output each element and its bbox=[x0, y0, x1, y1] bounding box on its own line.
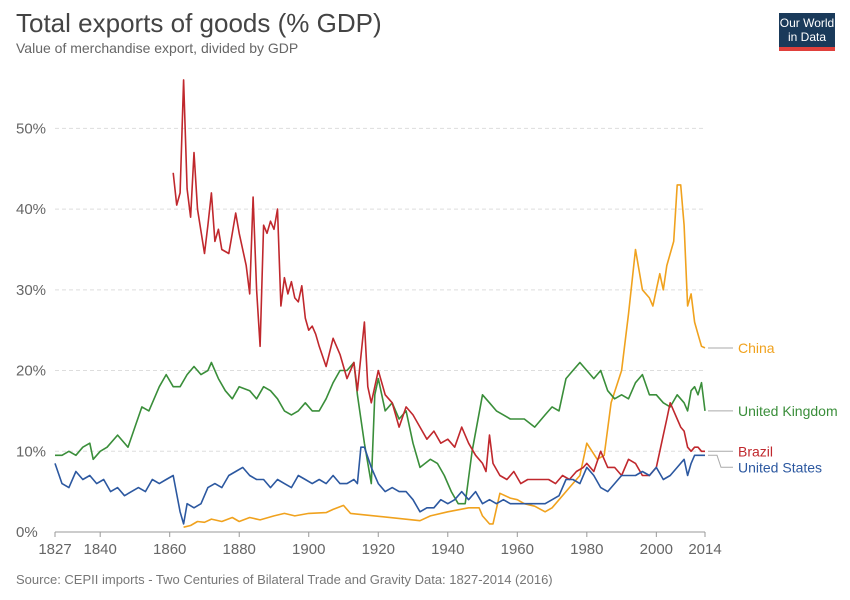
y-grid bbox=[55, 127, 705, 452]
y-tick-label: 10% bbox=[16, 443, 46, 460]
series-label-united-kingdom: United Kingdom bbox=[738, 403, 838, 419]
x-tick-label: 1880 bbox=[223, 541, 256, 558]
y-axis-ticks: 0% 10% 20% 30% 40% 50% bbox=[16, 120, 46, 541]
x-tick-label: 1960 bbox=[501, 541, 534, 558]
x-tick-label: 1860 bbox=[153, 541, 186, 558]
x-tick-label: 1920 bbox=[362, 541, 395, 558]
x-tick-label: 1827 bbox=[38, 541, 71, 558]
logo-accent-bar bbox=[779, 47, 835, 51]
series-label-united-states: United States bbox=[738, 459, 822, 475]
y-tick-label: 30% bbox=[16, 282, 46, 299]
chart-subtitle: Value of merchandise export, divided by … bbox=[16, 40, 299, 56]
label-connector-united-states bbox=[708, 454, 733, 468]
owid-logo[interactable]: Our World in Data bbox=[779, 13, 835, 51]
x-tick-label: 1900 bbox=[292, 541, 325, 558]
series-line-united-states[interactable] bbox=[54, 446, 705, 525]
y-tick-label: 40% bbox=[16, 201, 46, 218]
x-axis-ticks: 1827 1840 1860 1880 1900 1920 1940 1960 1980 2000… bbox=[38, 532, 722, 558]
series-line-united-kingdom[interactable] bbox=[55, 361, 706, 505]
chart-title: Total exports of goods (% GDP) bbox=[16, 8, 382, 38]
x-tick-label: 1840 bbox=[83, 541, 116, 558]
x-tick-label: 1980 bbox=[570, 541, 603, 558]
y-tick-label: 0% bbox=[16, 524, 38, 541]
series-label-brazil: Brazil bbox=[738, 443, 773, 459]
source-note: Source: CEPII imports - Two Centuries of… bbox=[16, 572, 553, 587]
x-tick-label: 2014 bbox=[688, 541, 721, 558]
x-tick-label: 1940 bbox=[431, 541, 464, 558]
logo-text: Our World in Data bbox=[779, 16, 835, 44]
x-tick-label: 2000 bbox=[640, 541, 673, 558]
y-tick-label: 50% bbox=[16, 120, 46, 137]
series-label-china: China bbox=[738, 340, 775, 356]
y-tick-label: 20% bbox=[16, 363, 46, 380]
series-lines bbox=[54, 79, 706, 528]
series-line-brazil[interactable] bbox=[172, 79, 705, 485]
